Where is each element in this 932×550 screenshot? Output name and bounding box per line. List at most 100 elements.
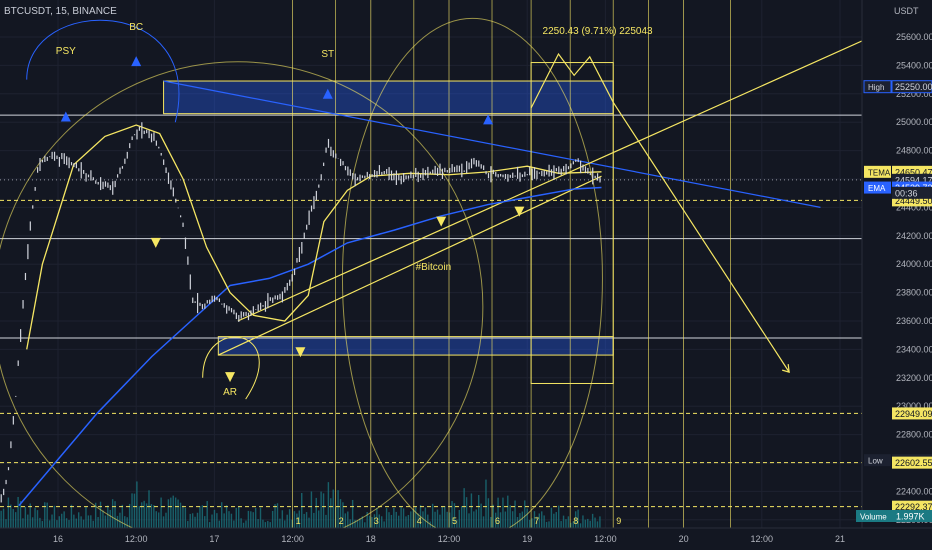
volume-bar (465, 497, 468, 528)
volume-bar (78, 512, 80, 528)
price-label-value: 22949.09 (895, 409, 932, 419)
volume-bar (281, 510, 284, 528)
volume-bar (12, 509, 14, 528)
symbol-header: BTCUSDT, 15, BINANCE (4, 6, 117, 17)
volume-bar (19, 500, 22, 528)
volume-bar (509, 505, 511, 528)
time-tick-label: 12:00 (281, 534, 304, 544)
volume-bar (579, 523, 582, 528)
volume-bar (22, 518, 24, 528)
volume-bar (162, 516, 165, 528)
volume-bar (269, 522, 271, 528)
volume-bar (560, 521, 562, 528)
time-tick-label: 12:00 (125, 534, 148, 544)
volume-bar (63, 511, 65, 528)
volume-bar (492, 504, 494, 528)
volume-bar (107, 505, 109, 528)
volume-bar (381, 516, 383, 528)
volume-bar (172, 495, 174, 528)
volume-bar (315, 497, 317, 528)
price-tag-name: High (868, 83, 884, 92)
trend-line (163, 80, 821, 208)
volume-bar (499, 512, 502, 528)
volume-bar (507, 495, 509, 528)
volume-bar (521, 511, 524, 528)
price-label-box (892, 456, 932, 469)
volume-bar (201, 505, 204, 528)
volume-bar (177, 499, 179, 528)
volume-bar (390, 514, 393, 528)
volume-bar (388, 512, 390, 528)
volume-bar (70, 504, 73, 528)
volume-bar (116, 515, 119, 528)
volume-bar (434, 511, 436, 528)
projection-box (530, 62, 614, 384)
bc-arc (26, 19, 180, 123)
volume-bar (7, 497, 10, 528)
volume-bar (463, 488, 465, 528)
volume-bar (174, 497, 177, 528)
volume-bar (167, 499, 170, 528)
price-label-value: 24449.50 (895, 196, 932, 206)
volume-bar (477, 494, 480, 528)
volume-bar (339, 499, 342, 528)
volume-bar (599, 516, 601, 528)
cycle-number-label: 9 (616, 516, 621, 526)
volume-bar (148, 490, 150, 528)
volume-bar (397, 515, 400, 528)
volume-bar (308, 517, 310, 528)
volume-bar (533, 511, 536, 528)
time-tick-label: 16 (53, 534, 63, 544)
annotation-bitcoin: #Bitcoin (416, 262, 452, 273)
trend-line (237, 15, 919, 322)
volume-bar (75, 518, 77, 528)
price-tick-label: 22400.00 (896, 486, 932, 496)
volume-bar (10, 504, 12, 528)
volume-bar (240, 518, 242, 528)
volume-bar (361, 516, 364, 528)
volume-bar (531, 518, 533, 528)
volume-bar (320, 491, 322, 528)
price-tick-label: 23800.00 (896, 288, 932, 298)
volume-bar (424, 507, 427, 528)
volume-bar (373, 514, 376, 528)
volume-bar (124, 516, 126, 528)
volume-bar (221, 502, 223, 528)
price-tick-label: 23000.00 (896, 401, 932, 411)
volume-bar (233, 520, 235, 528)
volume-bar (73, 514, 75, 528)
volume-bar (565, 519, 567, 528)
volume-bar (223, 513, 225, 528)
volume-bar (400, 506, 402, 528)
volume-bar (131, 493, 133, 528)
annotation-psy: PSY (56, 46, 76, 57)
volume-bar (485, 479, 487, 528)
volume-bar (557, 505, 560, 528)
volume-bar (446, 511, 448, 528)
volume-bar (191, 513, 194, 528)
volume-bar (24, 506, 27, 528)
volume-bar (27, 514, 29, 528)
price-tick-label: 24000.00 (896, 259, 932, 269)
volume-bar (383, 521, 385, 528)
annotation-ar: AR (223, 387, 237, 398)
volume-bar (247, 510, 250, 528)
cycle-number-label: 4 (417, 516, 422, 526)
annotation-bc: BC (129, 22, 143, 33)
price-tick-label: 24800.00 (896, 146, 932, 156)
volume-bar (14, 512, 17, 528)
volume-bar (5, 519, 7, 528)
volume-bar (378, 514, 381, 528)
price-label: 22949.09 (892, 407, 932, 420)
ar-arc (202, 336, 260, 400)
volume-bar (184, 507, 187, 528)
volume-bar (582, 515, 584, 528)
volume-bar (288, 509, 291, 528)
volume-bar (58, 516, 61, 528)
time-tick-label: 12:00 (594, 534, 617, 544)
ema-line (18, 186, 602, 507)
down-arrow-marker (150, 237, 161, 248)
volume-bar (439, 514, 441, 528)
volume-bar (293, 511, 296, 528)
